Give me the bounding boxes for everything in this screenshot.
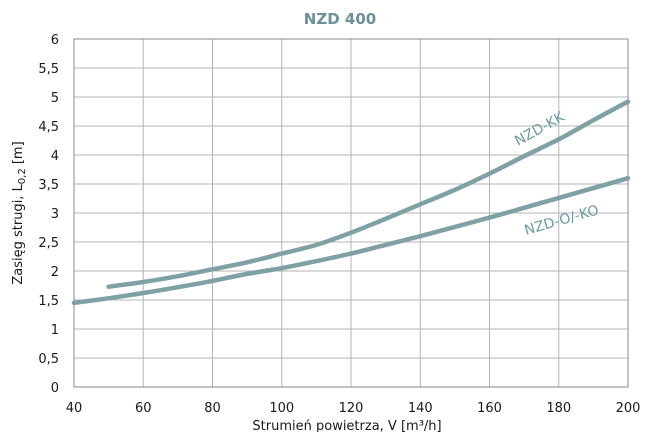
x-tick-labels: 40 60 80 100 120 140 160 180 200 (66, 401, 641, 416)
y-tick-labels: 0 0,5 1 1,5 2 2,5 3 3,5 4 4,5 5 5,5 6 (38, 33, 59, 396)
x-tick-label: 140 (408, 401, 433, 416)
y-tick-label: 6 (51, 33, 59, 48)
plot-frame (73, 38, 629, 388)
chart-title: NZD 400 (304, 10, 376, 28)
y-tick-label: 3 (51, 207, 59, 222)
y-tick-label: 4,5 (38, 120, 59, 135)
y-tick-label: 2,5 (38, 236, 59, 251)
x-tick-label: 60 (135, 401, 152, 416)
y-axis-label: Zasięg strugi, L0,2 [m] (11, 141, 28, 284)
x-axis-label: Strumień powietrza, V [m³/h] (252, 419, 441, 432)
series-line-0 (106, 99, 631, 289)
x-tick-label: 180 (546, 401, 571, 416)
x-tick-label: 160 (477, 401, 502, 416)
y-tick-label: 0,5 (38, 352, 59, 367)
y-tick-label: 3,5 (38, 178, 59, 193)
x-tick-label: 40 (66, 401, 83, 416)
grid (73, 38, 629, 388)
y-tick-label: 1 (51, 323, 59, 338)
y-tick-label: 0 (51, 381, 59, 396)
y-tick-label: 4 (51, 149, 59, 164)
series-label-nzd-o-ko: NZD-O/-KO (523, 202, 601, 238)
series-lines (71, 99, 631, 306)
y-tick-label: 5 (51, 91, 59, 106)
x-tick-label: 200 (616, 401, 641, 416)
x-tick-label: 80 (204, 401, 221, 416)
series-line-1 (71, 175, 631, 306)
x-tick-label: 120 (339, 401, 364, 416)
x-tick-label: 100 (269, 401, 294, 416)
y-tick-label: 5,5 (38, 62, 59, 77)
y-tick-label: 1,5 (38, 294, 59, 309)
y-tick-label: 2 (51, 265, 59, 280)
series-label-nzd-kk: NZD-KK (512, 109, 568, 150)
